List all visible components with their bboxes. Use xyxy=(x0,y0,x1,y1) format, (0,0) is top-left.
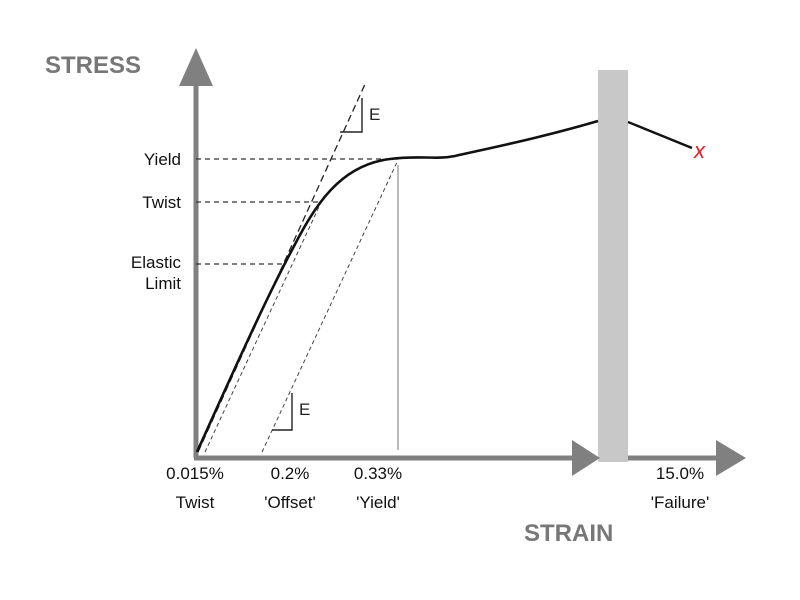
x-marker-offset-value: 0.2% xyxy=(271,464,310,483)
stress-strain-curve xyxy=(195,119,599,453)
post-break-curve xyxy=(627,120,693,150)
axis-break-bar xyxy=(598,70,628,462)
y-axis-title: STRESS xyxy=(45,52,141,79)
x-axis-arrowhead xyxy=(716,440,746,476)
twist-level-label: Twist xyxy=(142,193,181,212)
failure-mark: x xyxy=(693,138,706,163)
x-marker-failure-value: 15.0% xyxy=(656,464,704,483)
twist-offset-line xyxy=(204,195,325,453)
x-axis-title: STRAIN xyxy=(524,520,613,547)
x-marker-yield-label: 'Yield' xyxy=(356,493,400,512)
x-marker-yield-value: 0.33% xyxy=(354,464,402,483)
modulus-label-top: E xyxy=(369,105,380,124)
x-marker-failure-label: 'Failure' xyxy=(651,493,709,512)
yield-offset-line xyxy=(261,159,399,453)
modulus-triangle-top xyxy=(340,98,363,133)
x-marker-twist-value: 0.015% xyxy=(166,464,224,483)
modulus-label-bottom: E xyxy=(299,400,310,419)
x-marker-offset-label: 'Offset' xyxy=(264,493,316,512)
x-axis-arrowhead-break xyxy=(572,440,600,476)
y-axis-arrowhead xyxy=(179,48,213,86)
yield-level-label: Yield xyxy=(144,150,181,169)
modulus-triangle-bottom xyxy=(272,393,293,431)
elastic-limit-label-line1: Elastic xyxy=(131,253,182,272)
x-marker-twist-label: Twist xyxy=(176,493,215,512)
elastic-limit-label-line2: Limit xyxy=(145,274,181,293)
